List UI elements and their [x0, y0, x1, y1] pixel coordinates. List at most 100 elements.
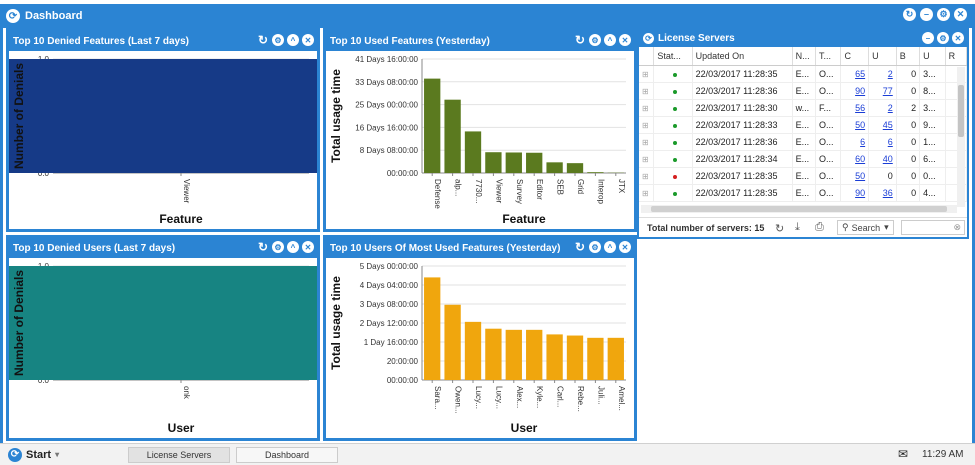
value-link[interactable]: 77: [882, 85, 893, 96]
table-row[interactable]: ⊞ 22/03/2017 11:28:35 E... O... 65 2 0 3...: [639, 65, 968, 83]
refresh-icon[interactable]: ↻: [257, 33, 269, 47]
close-icon[interactable]: ✕: [954, 8, 967, 21]
collapse-icon[interactable]: ^: [604, 241, 616, 253]
horizontal-scrollbar[interactable]: [641, 205, 957, 213]
count-cell[interactable]: 90: [840, 82, 870, 100]
close-icon[interactable]: ✕: [952, 32, 964, 44]
search-button[interactable]: ⚲ Search ▾: [837, 220, 894, 235]
expand-row-icon[interactable]: ⊞: [642, 171, 649, 181]
collapse-icon[interactable]: ^: [287, 241, 299, 253]
close-icon[interactable]: ✕: [619, 241, 631, 253]
settings-icon[interactable]: ⚙: [937, 32, 949, 44]
used-cell[interactable]: 77: [868, 82, 897, 100]
expand-row-icon[interactable]: ⊞: [642, 137, 649, 147]
value-link[interactable]: 36: [882, 187, 893, 198]
table-row[interactable]: ⊞ 22/03/2017 11:28:30 w... F... 56 2 2 3...: [639, 99, 968, 117]
table-row[interactable]: ⊞ 22/03/2017 11:28:36 E... O... 90 77 0 8...: [639, 82, 968, 100]
used-cell[interactable]: 40: [868, 150, 897, 168]
table-row[interactable]: ⊞ 22/03/2017 11:28:36 E... O... 6 6 0 1...: [639, 133, 968, 151]
settings-icon[interactable]: ⚙: [937, 8, 950, 21]
refresh-icon[interactable]: ↻: [903, 8, 916, 21]
expand-row-icon[interactable]: ⊞: [642, 120, 649, 130]
expand-cell[interactable]: ⊞: [639, 167, 655, 185]
search-input[interactable]: ⊗: [901, 220, 965, 235]
settings-icon[interactable]: ⚙: [589, 241, 601, 253]
expand-row-icon[interactable]: ⊞: [642, 86, 649, 96]
expand-cell[interactable]: ⊞: [639, 133, 655, 151]
column-header[interactable]: B: [896, 47, 921, 66]
mail-icon[interactable]: ✉: [898, 447, 909, 461]
value-link[interactable]: 6: [887, 136, 893, 147]
expand-cell[interactable]: ⊞: [639, 82, 655, 100]
scrollbar-thumb[interactable]: [958, 85, 964, 137]
task-license-servers[interactable]: License Servers: [128, 447, 230, 463]
download-icon[interactable]: ⤓: [795, 221, 800, 233]
minimize-icon[interactable]: –: [920, 8, 933, 21]
refresh-icon[interactable]: ↻: [574, 33, 586, 47]
used-cell[interactable]: 2: [868, 65, 897, 83]
value-link[interactable]: 50: [855, 170, 866, 181]
value-link[interactable]: 45: [882, 119, 893, 130]
value-link[interactable]: 56: [855, 102, 866, 113]
expand-row-icon[interactable]: ⊞: [642, 188, 649, 198]
count-cell[interactable]: 65: [840, 65, 870, 83]
count-cell[interactable]: 50: [840, 116, 870, 134]
close-icon[interactable]: ✕: [302, 34, 314, 46]
count-cell[interactable]: 50: [840, 167, 870, 185]
value-link[interactable]: 50: [855, 119, 866, 130]
table-row[interactable]: ⊞ 22/03/2017 11:28:35 E... O... 90 36 0 4...: [639, 184, 968, 202]
settings-icon[interactable]: ⚙: [589, 34, 601, 46]
expand-cell[interactable]: ⊞: [639, 65, 655, 83]
collapse-icon[interactable]: ^: [287, 34, 299, 46]
table-row[interactable]: ⊞ 22/03/2017 11:28:35 E... O... 50 0 0 0...: [639, 167, 968, 185]
clear-icon[interactable]: ⊗: [953, 222, 961, 232]
value-link[interactable]: 90: [855, 187, 866, 198]
column-header[interactable]: N...: [792, 47, 816, 66]
count-cell[interactable]: 60: [840, 150, 870, 168]
refresh-icon[interactable]: ↻: [775, 223, 785, 235]
used-cell[interactable]: 2: [868, 99, 897, 117]
used-cell[interactable]: 36: [868, 184, 897, 202]
used-cell[interactable]: 6: [868, 133, 897, 151]
expand-row-icon[interactable]: ⊞: [642, 154, 649, 164]
refresh-icon[interactable]: ↻: [574, 240, 586, 254]
column-header[interactable]: T...: [815, 47, 842, 66]
value-link[interactable]: 60: [855, 153, 866, 164]
settings-icon[interactable]: ⚙: [272, 34, 284, 46]
expand-row-icon[interactable]: ⊞: [642, 103, 649, 113]
count-cell[interactable]: 56: [840, 99, 870, 117]
scrollbar-thumb[interactable]: [651, 206, 947, 212]
collapse-icon[interactable]: ^: [604, 34, 616, 46]
minimize-icon[interactable]: –: [922, 32, 934, 44]
value-link[interactable]: 2: [887, 68, 893, 79]
value-link[interactable]: 2: [887, 102, 893, 113]
count-cell[interactable]: 90: [840, 184, 870, 202]
count-cell[interactable]: 6: [840, 133, 870, 151]
table-row[interactable]: ⊞ 22/03/2017 11:28:34 E... O... 60 40 0 6...: [639, 150, 968, 168]
column-header[interactable]: Updated On: [692, 47, 793, 66]
value-link[interactable]: 6: [860, 136, 866, 147]
print-icon[interactable]: ⎙: [815, 221, 824, 233]
vertical-scrollbar[interactable]: [957, 67, 965, 207]
settings-icon[interactable]: ⚙: [272, 241, 284, 253]
column-header[interactable]: U: [919, 47, 946, 66]
column-header[interactable]: Stat...: [653, 47, 693, 66]
expand-cell[interactable]: ⊞: [639, 99, 655, 117]
close-icon[interactable]: ✕: [302, 241, 314, 253]
value-link[interactable]: 90: [855, 85, 866, 96]
expand-cell[interactable]: ⊞: [639, 116, 655, 134]
used-cell[interactable]: 45: [868, 116, 897, 134]
expand-cell[interactable]: ⊞: [639, 150, 655, 168]
expand-row-icon[interactable]: ⊞: [642, 69, 649, 79]
refresh-icon[interactable]: ↻: [257, 240, 269, 254]
dashboard-window-titlebar[interactable]: ⟳ Dashboard ↻ – ⚙ ✕: [0, 4, 975, 28]
table-row[interactable]: ⊞ 22/03/2017 11:28:33 E... O... 50 45 0 9...: [639, 116, 968, 134]
expand-cell[interactable]: ⊞: [639, 184, 655, 202]
close-icon[interactable]: ✕: [619, 34, 631, 46]
column-header[interactable]: C: [840, 47, 870, 66]
start-button[interactable]: ⟳ Start ▾: [8, 447, 59, 462]
column-header[interactable]: U: [868, 47, 897, 66]
task-dashboard[interactable]: Dashboard: [236, 447, 338, 463]
column-header[interactable]: R: [945, 47, 968, 66]
value-link[interactable]: 65: [855, 68, 866, 79]
